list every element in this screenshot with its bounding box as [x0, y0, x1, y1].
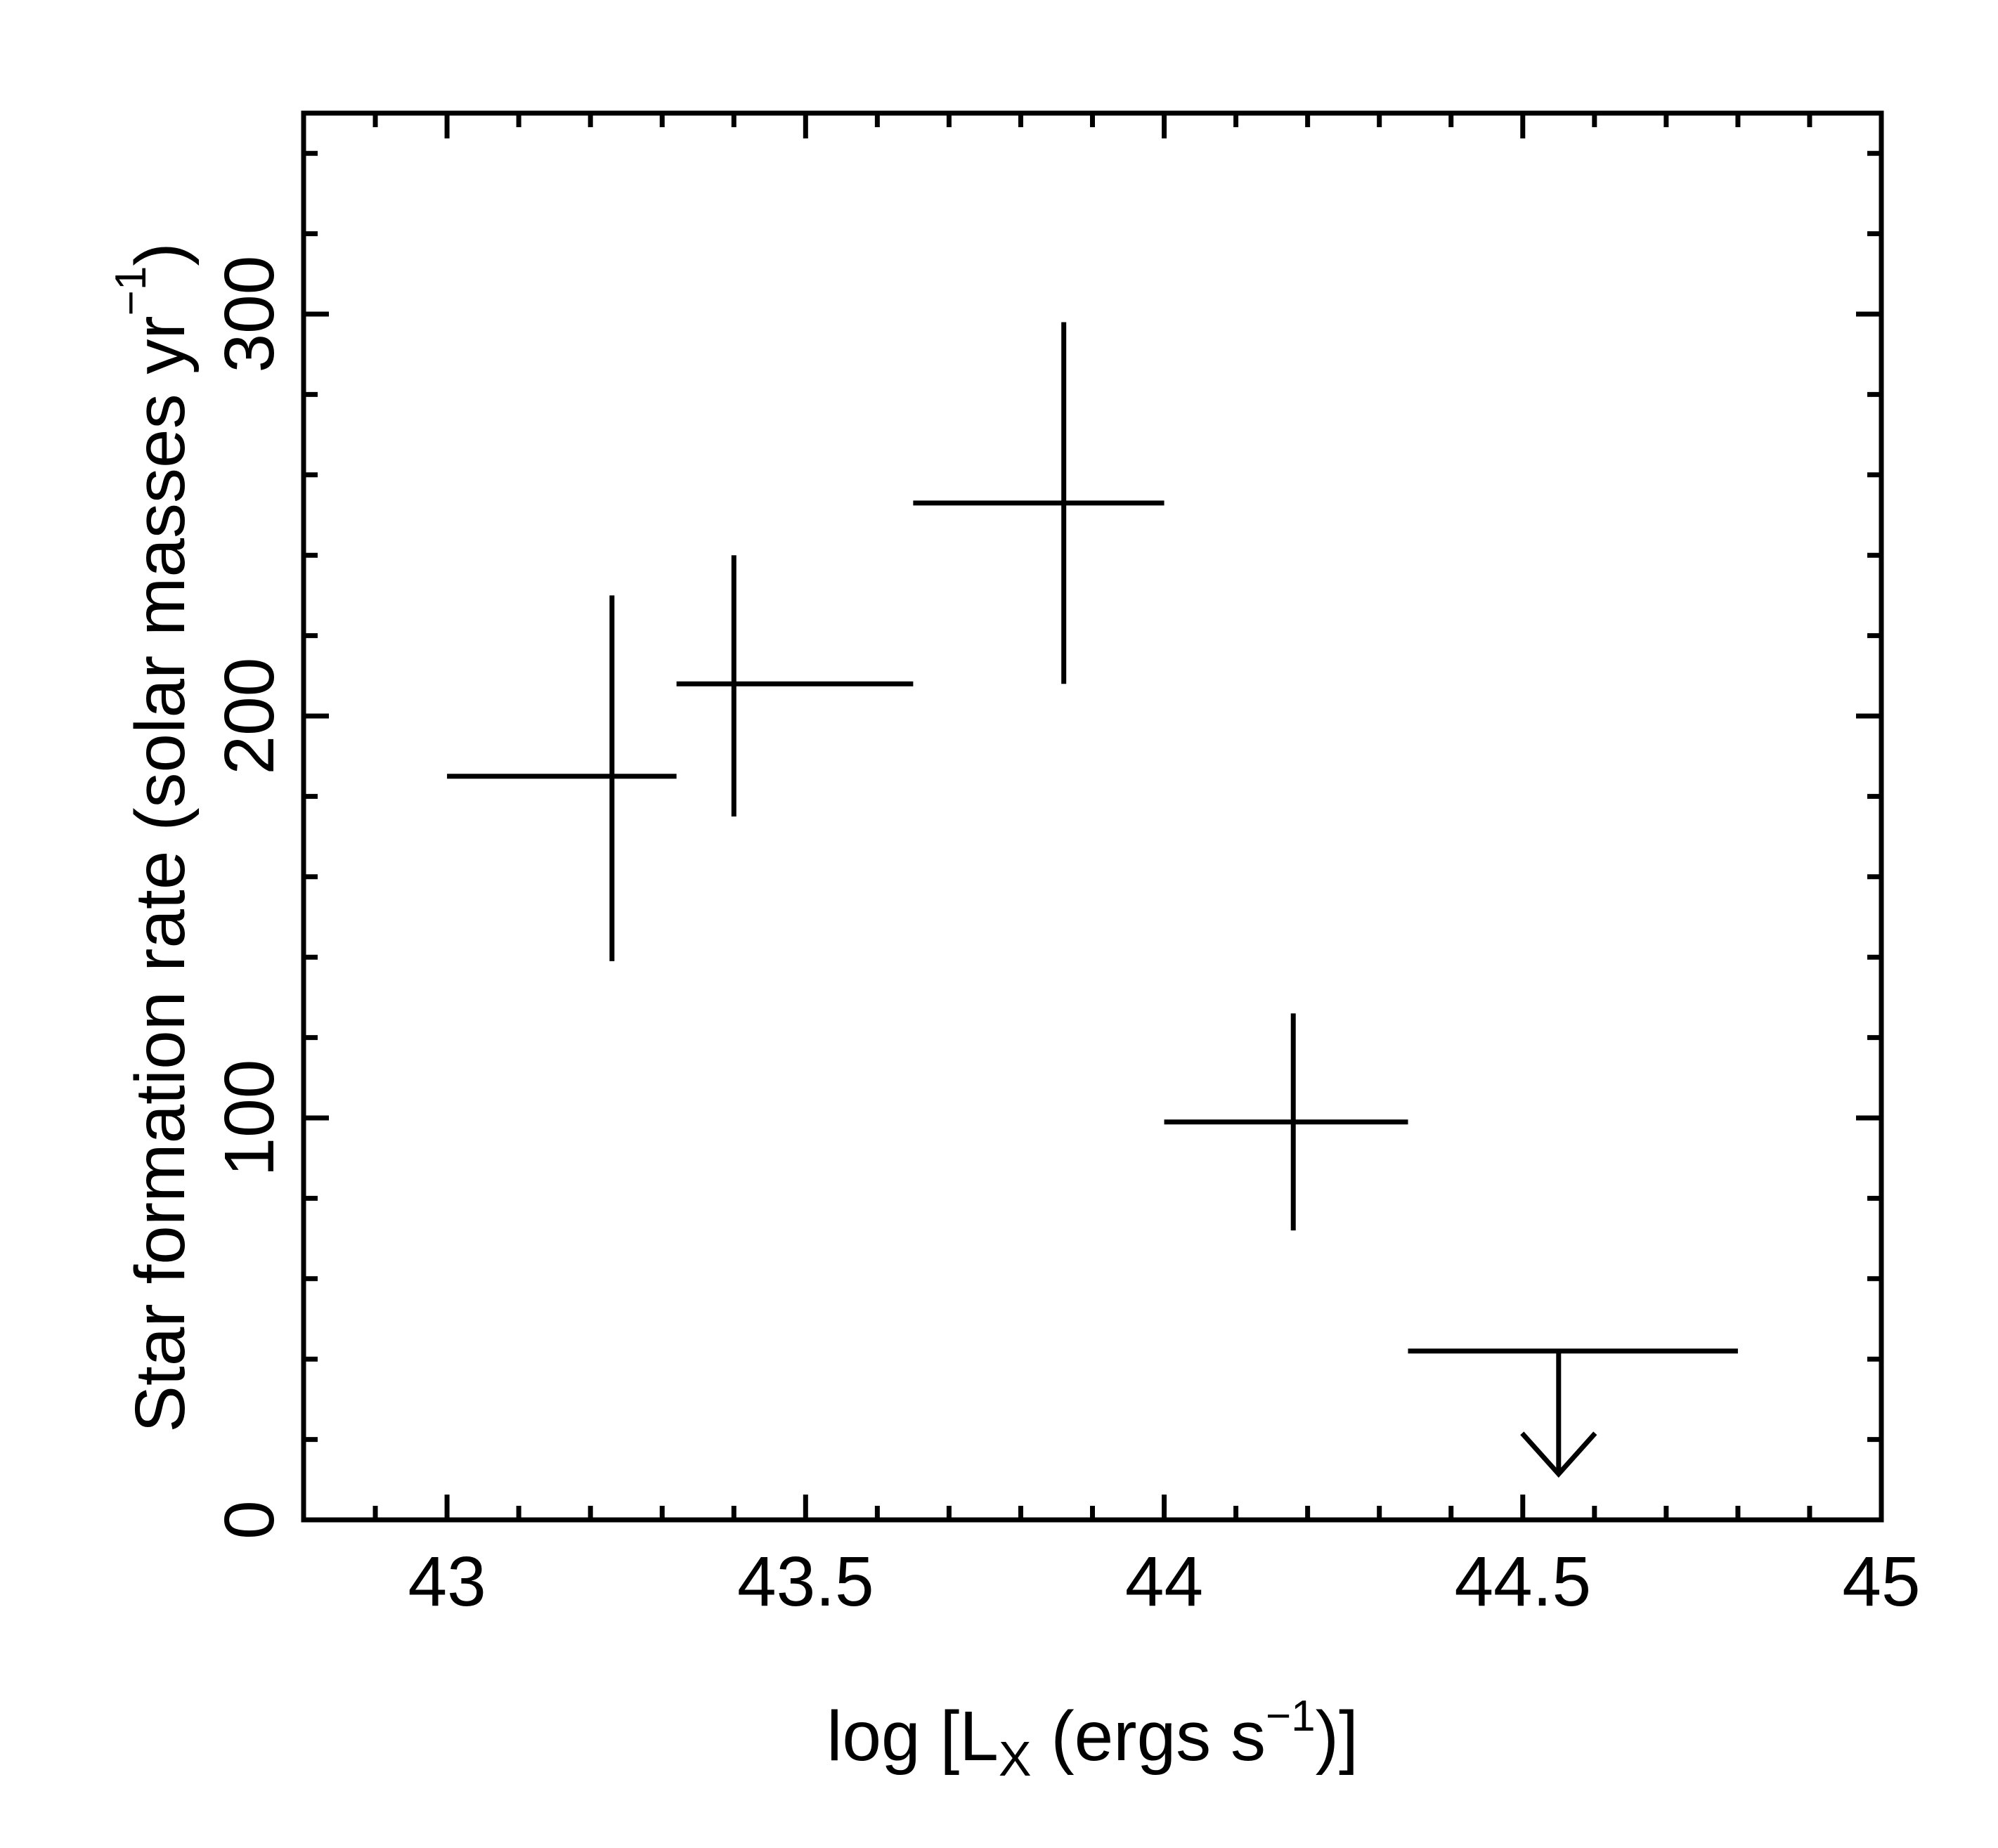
- x-tick-label: 43: [408, 1542, 486, 1621]
- x-tick-label: 43.5: [737, 1542, 874, 1621]
- data-point: [676, 555, 914, 816]
- data-point: [1164, 1013, 1408, 1231]
- axis-tick-labels: 43 43.5 44 44.5 45 0 100 200 300: [210, 256, 1921, 1621]
- data-marks: [447, 322, 1738, 1478]
- x-axis-label-superscript: −1: [1266, 1692, 1316, 1740]
- plot-frame: [301, 110, 1884, 1523]
- y-axis-label-superscript: −1: [107, 266, 155, 316]
- y-tick-label: 100: [210, 1060, 289, 1177]
- x-tick-label: 44.5: [1454, 1542, 1591, 1621]
- x-axis-label-middle: (ergs s: [1032, 1697, 1266, 1776]
- y-tick-label: 200: [210, 658, 289, 775]
- y-axis-label-prefix: Star formation rate (solar masses yr: [121, 315, 200, 1432]
- x-tick-label: 44: [1125, 1542, 1203, 1621]
- y-tick-label: 300: [210, 256, 289, 373]
- y-axis-label: Star formation rate (solar masses yr−1): [107, 242, 200, 1432]
- y-tick-label: 0: [210, 1500, 289, 1540]
- data-point: [447, 595, 677, 961]
- x-axis-label-suffix: )]: [1316, 1697, 1358, 1776]
- x-axis-label-prefix: log [L: [826, 1697, 999, 1776]
- upper-limit: [1408, 1348, 1738, 1478]
- y-axis-label-suffix: ): [121, 242, 200, 266]
- upper-limit-arrow-head: [1520, 1431, 1597, 1478]
- x-tick-label: 45: [1842, 1542, 1920, 1621]
- x-axis-label: log [LX (ergs s−1)]: [826, 1692, 1358, 1786]
- data-point: [913, 322, 1165, 684]
- x-axis-label-subscript: X: [999, 1731, 1032, 1786]
